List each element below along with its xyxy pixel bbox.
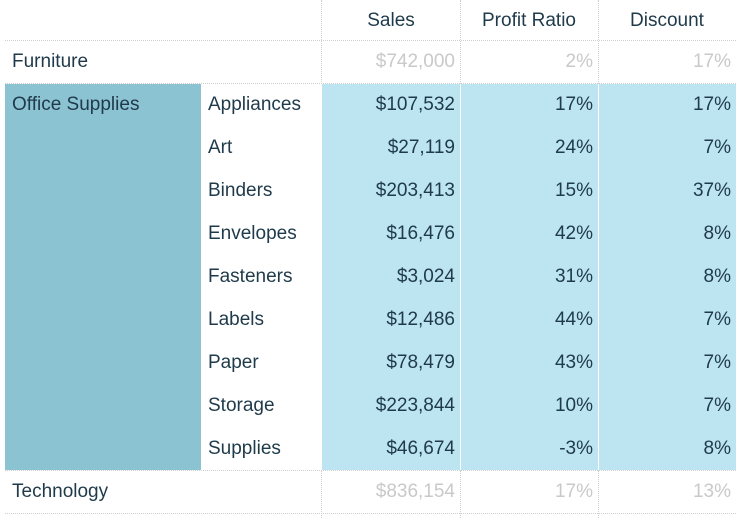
subcategory-label[interactable]: Paper xyxy=(208,352,259,373)
column-header-discount[interactable]: Discount xyxy=(630,10,704,31)
discount-value: 37% xyxy=(692,180,731,201)
discount-value: 8% xyxy=(703,438,731,459)
category-label-office-supplies[interactable]: Office Supplies xyxy=(12,94,140,115)
grid-line xyxy=(5,513,736,514)
category-label-furniture[interactable]: Furniture xyxy=(12,51,89,72)
profit-ratio-value: 42% xyxy=(554,223,593,244)
category-label-technology[interactable]: Technology xyxy=(12,481,109,502)
profit-ratio-value: 44% xyxy=(554,309,593,330)
office-supplies-category-highlight xyxy=(5,84,201,470)
sales-value: $46,674 xyxy=(386,438,455,459)
column-divider xyxy=(598,84,599,470)
discount-value: 7% xyxy=(703,395,731,416)
grid-line xyxy=(598,470,599,518)
grid-line xyxy=(598,0,599,84)
subcategory-label[interactable]: Binders xyxy=(208,180,273,201)
discount-value: 7% xyxy=(703,309,731,330)
sales-value: $27,119 xyxy=(387,137,455,158)
office-supplies-values-highlight xyxy=(322,84,736,470)
discount-value: 7% xyxy=(703,137,731,158)
profit-ratio-value: 31% xyxy=(554,266,593,287)
sales-value: $78,479 xyxy=(386,352,455,373)
profit-ratio-value: 10% xyxy=(554,395,593,416)
sales-value: $203,413 xyxy=(375,180,455,201)
furniture-profit-ratio: 2% xyxy=(565,51,593,72)
grid-line xyxy=(321,0,322,84)
technology-profit-ratio: 17% xyxy=(554,481,593,502)
subcategory-label[interactable]: Labels xyxy=(208,309,264,330)
discount-value: 8% xyxy=(703,266,731,287)
column-divider xyxy=(460,84,461,470)
subcategory-label[interactable]: Envelopes xyxy=(208,223,297,244)
technology-discount: 13% xyxy=(692,481,731,502)
grid-line xyxy=(460,0,461,84)
furniture-discount: 17% xyxy=(692,51,731,72)
subcategory-label[interactable]: Storage xyxy=(208,395,275,416)
sales-value: $12,486 xyxy=(386,309,455,330)
subcategory-label[interactable]: Supplies xyxy=(208,438,281,459)
grid-line xyxy=(460,470,461,518)
column-header-profit-ratio[interactable]: Profit Ratio xyxy=(482,10,576,31)
technology-sales: $836,154 xyxy=(375,481,455,502)
discount-value: 7% xyxy=(703,352,731,373)
grid-line xyxy=(5,40,736,41)
profit-ratio-value: 17% xyxy=(554,94,593,115)
discount-value: 17% xyxy=(692,94,731,115)
profit-ratio-value: 24% xyxy=(554,137,593,158)
furniture-sales: $742,000 xyxy=(375,51,455,72)
sales-value: $16,476 xyxy=(386,223,455,244)
grid-line xyxy=(5,470,736,471)
sales-value: $223,844 xyxy=(375,395,455,416)
subcategory-label[interactable]: Art xyxy=(208,137,233,158)
profit-ratio-value: -3% xyxy=(559,438,593,459)
sales-value: $3,024 xyxy=(396,266,455,287)
grid-line xyxy=(5,83,736,84)
sales-value: $107,532 xyxy=(375,94,455,115)
column-header-sales[interactable]: Sales xyxy=(367,10,415,31)
subcategory-label[interactable]: Fasteners xyxy=(208,266,293,287)
grid-line xyxy=(321,470,322,518)
profit-ratio-value: 43% xyxy=(554,352,593,373)
subcategory-label[interactable]: Appliances xyxy=(208,94,301,115)
profit-ratio-value: 15% xyxy=(554,180,593,201)
discount-value: 8% xyxy=(703,223,731,244)
